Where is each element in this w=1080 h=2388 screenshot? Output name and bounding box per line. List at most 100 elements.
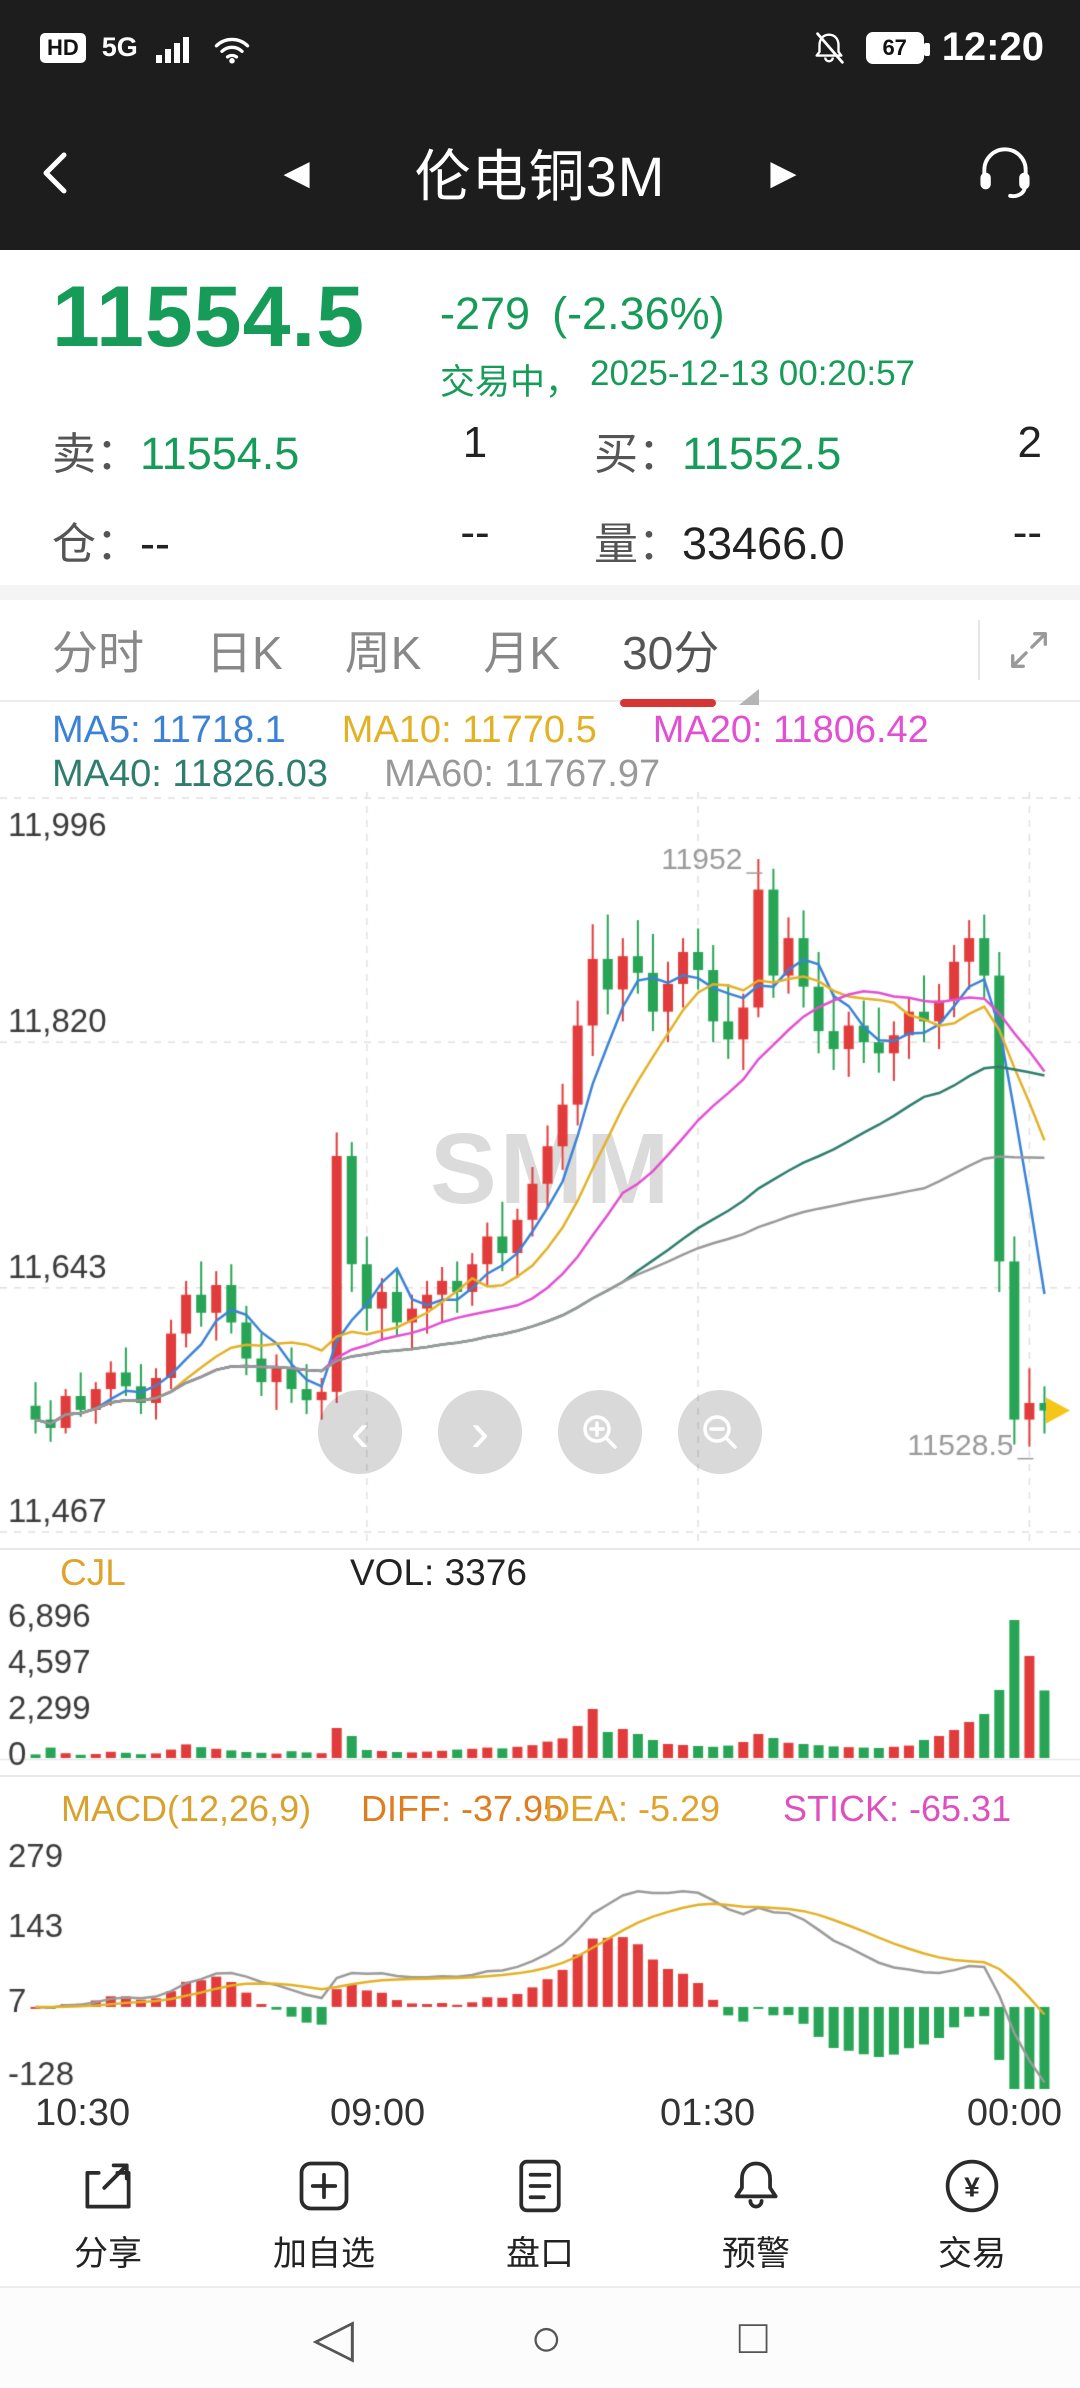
add-watchlist-button[interactable]: 加自选 bbox=[216, 2144, 432, 2286]
orderbook-button[interactable]: 盘口 bbox=[432, 2144, 648, 2286]
trade-yen-icon: ¥ bbox=[945, 2159, 999, 2212]
volume-current: VOL: 3376 bbox=[350, 1552, 527, 1593]
last-price: 11554.5 bbox=[52, 269, 366, 365]
macd-diff: DIFF: -37.95 bbox=[361, 1788, 564, 1829]
tab-30min[interactable]: 30分 bbox=[620, 617, 760, 707]
zoom-out-icon bbox=[703, 1415, 737, 1449]
pan-right-icon: › bbox=[470, 1400, 490, 1463]
macd-canvas[interactable] bbox=[0, 1840, 1080, 2092]
next-contract-icon[interactable]: ▶ bbox=[770, 153, 797, 192]
pan-right-button[interactable]: › bbox=[438, 1390, 522, 1474]
ma-indicators: MA5: 11718.1 MA10: 11770.5 MA20: 11806.4… bbox=[0, 702, 1080, 795]
toolbar-label: 交易 bbox=[938, 2234, 1006, 2273]
alert-button[interactable]: 预警 bbox=[648, 2144, 864, 2286]
tab-dropdown-icon[interactable] bbox=[739, 689, 760, 705]
expand-icon bbox=[1011, 632, 1047, 668]
bid-size: 2 bbox=[1017, 418, 1042, 467]
header: ◀ 伦电铜3M ▶ bbox=[0, 95, 1080, 250]
android-recents-button[interactable]: □ bbox=[738, 2311, 768, 2364]
android-home-button[interactable]: ○ bbox=[529, 2308, 563, 2368]
divider bbox=[0, 1775, 1080, 1777]
share-icon bbox=[85, 2163, 131, 2208]
candlestick-chart[interactable]: SMM ‹ › bbox=[0, 792, 1080, 1548]
android-back-button[interactable]: ◁ bbox=[312, 2308, 354, 2368]
back-button[interactable] bbox=[28, 138, 88, 208]
tab-monthly[interactable]: 月K bbox=[483, 627, 561, 679]
tab-weekly[interactable]: 周K bbox=[344, 627, 422, 679]
trade-button[interactable]: ¥ 交易 bbox=[864, 2144, 1080, 2286]
candlestick-canvas[interactable] bbox=[0, 792, 1080, 1548]
volume-value-2: -- bbox=[1012, 508, 1042, 557]
customer-service-button[interactable] bbox=[974, 139, 1036, 206]
zoom-out-button[interactable] bbox=[678, 1390, 762, 1474]
headset-icon bbox=[980, 147, 1030, 199]
toolbar-label: 盘口 bbox=[506, 2234, 574, 2273]
volume-label: 量： bbox=[594, 520, 682, 569]
period-tabs: 分时 日K 周K 月K 30分 bbox=[0, 600, 1080, 707]
time-label: 09:00 bbox=[330, 2092, 426, 2134]
bell-icon bbox=[734, 2161, 778, 2208]
divider bbox=[0, 1548, 1080, 1550]
ask-label: 卖： bbox=[52, 430, 140, 479]
pan-left-icon: ‹ bbox=[350, 1400, 370, 1463]
ma5-value: MA5: 11718.1 bbox=[52, 709, 286, 751]
macd-name: MACD(12,26,9) bbox=[61, 1788, 312, 1829]
zoom-in-button[interactable] bbox=[558, 1390, 642, 1474]
volume-value: 33466.0 bbox=[682, 518, 845, 569]
status-bar: HD 5G 67 12:20 bbox=[0, 0, 1080, 95]
network-type: 5G bbox=[101, 32, 138, 62]
macd-dea: DEA: -5.29 bbox=[544, 1788, 721, 1829]
prev-contract-icon[interactable]: ◀ bbox=[283, 153, 310, 192]
toolbar-label: 预警 bbox=[722, 2234, 790, 2273]
bid-label: 买： bbox=[594, 430, 682, 479]
svg-text:¥: ¥ bbox=[964, 2171, 980, 2202]
page-title: 伦电铜3M bbox=[414, 145, 666, 208]
orderbook-icon bbox=[519, 2159, 561, 2212]
fullscreen-button[interactable] bbox=[978, 620, 1080, 680]
signal-icon bbox=[155, 36, 189, 63]
volume-indicator-name: CJL bbox=[60, 1552, 126, 1593]
session-status: 交易中， bbox=[440, 363, 581, 402]
time-axis: 10:30 09:00 01:30 00:00 bbox=[0, 2092, 1080, 2144]
chart-nav-overlay: ‹ › bbox=[0, 1390, 1080, 1480]
battery-icon: 67 bbox=[865, 31, 930, 64]
wifi-icon bbox=[214, 37, 250, 64]
zoom-in-icon bbox=[583, 1415, 617, 1449]
add-icon bbox=[299, 2161, 349, 2210]
position-value: -- bbox=[140, 518, 170, 569]
section-divider bbox=[0, 585, 1080, 600]
top-dark-area: HD 5G 67 12:20 bbox=[0, 0, 1080, 250]
bottom-toolbar: 分享 加自选 盘口 预警 ¥ 交易 bbox=[0, 2144, 1080, 2286]
macd-header: MACD(12,26,9) DIFF: -37.95 DEA: -5.29 ST… bbox=[0, 1788, 1080, 1838]
hd-icon: HD bbox=[40, 32, 86, 63]
toolbar-label: 加自选 bbox=[273, 2234, 375, 2273]
back-icon bbox=[43, 152, 67, 193]
quote-panel: 11554.5 -279 (-2.36%) 交易中， 2025-12-13 00… bbox=[0, 250, 1080, 585]
price-change-pct: (-2.36%) bbox=[552, 288, 725, 339]
toolbar-label: 分享 bbox=[74, 2234, 142, 2273]
ma60-value: MA60: 11767.97 bbox=[384, 753, 661, 795]
tab-daily[interactable]: 日K bbox=[206, 627, 283, 679]
quote-datetime: 2025-12-13 00:20:57 bbox=[590, 354, 916, 393]
ma20-value: MA20: 11806.42 bbox=[652, 709, 929, 751]
share-button[interactable]: 分享 bbox=[0, 2144, 216, 2286]
position-label: 仓： bbox=[52, 520, 140, 569]
ma40-value: MA40: 11826.03 bbox=[52, 753, 329, 795]
volume-canvas[interactable] bbox=[0, 1600, 1080, 1772]
ma10-value: MA10: 11770.5 bbox=[341, 709, 597, 751]
time-label: 10:30 bbox=[35, 2092, 131, 2134]
ask-size: 1 bbox=[462, 418, 488, 467]
notifications-off-icon bbox=[815, 31, 844, 64]
selected-tab-underline bbox=[620, 699, 717, 707]
position-value-2: -- bbox=[460, 508, 490, 557]
macd-stick: STICK: -65.31 bbox=[783, 1788, 1012, 1829]
time-label: 00:00 bbox=[966, 2092, 1062, 2134]
pan-left-button[interactable]: ‹ bbox=[318, 1390, 402, 1474]
tab-fenshi[interactable]: 分时 bbox=[52, 627, 144, 679]
time-label: 01:30 bbox=[660, 2092, 756, 2134]
bid-price: 11552.5 bbox=[682, 428, 842, 479]
android-navbar: ◁ ○ □ bbox=[0, 2286, 1080, 2388]
status-time: 12:20 bbox=[941, 25, 1044, 69]
volume-header: CJL VOL: 3376 bbox=[0, 1552, 1080, 1600]
price-change: -279 bbox=[440, 288, 531, 339]
